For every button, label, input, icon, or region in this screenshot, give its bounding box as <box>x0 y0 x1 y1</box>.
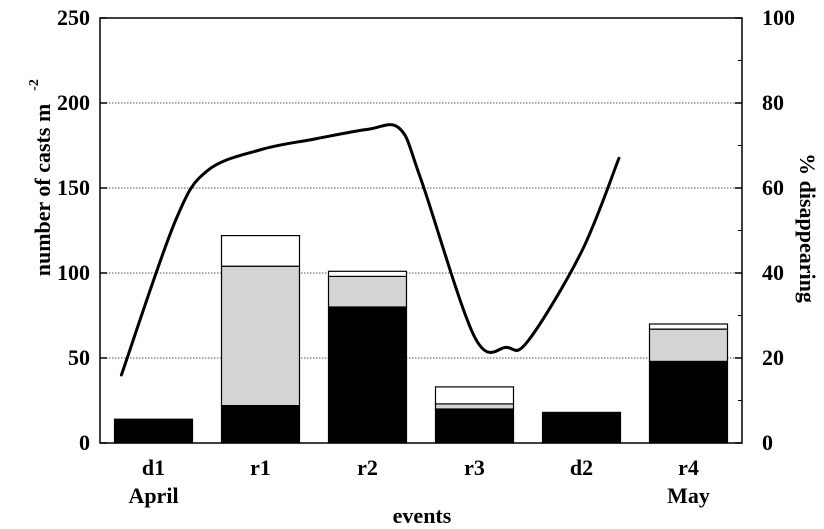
bar-segment-r3-2 <box>434 403 515 410</box>
x-tick-label: r3 <box>464 455 485 480</box>
y-tick-label: 50 <box>68 345 90 370</box>
x-tick-label: r2 <box>357 455 378 480</box>
x-tick-sublabel: May <box>667 483 710 508</box>
x-tick-label: d2 <box>570 455 593 480</box>
y2-tick-label: 80 <box>762 90 784 115</box>
ticks <box>100 17 742 444</box>
x-tick-label: r4 <box>678 455 699 480</box>
bar-segment-r1-3 <box>220 235 301 267</box>
y2-tick-label: 20 <box>762 345 784 370</box>
y-tick-label: 0 <box>79 430 90 455</box>
y-axis-title-superscript: -2 <box>27 79 42 91</box>
tick-labels: 0 50 100 150 200 250 0 20 40 60 80 100 d1 April r1 r2 r3… <box>57 5 795 508</box>
bar-segment-r2-2 <box>327 275 408 308</box>
y2-axis-title-group: % disappearing <box>795 153 820 303</box>
y-tick-label: 150 <box>57 175 90 200</box>
bar-segment-r4-3 <box>648 323 729 330</box>
bar-segment-r2-1 <box>327 306 408 444</box>
y-axis-title: number of casts m <box>30 104 55 277</box>
disappearing-line <box>119 123 621 377</box>
x-tick-label: d1 <box>142 455 165 480</box>
gridlines <box>100 102 742 359</box>
bars <box>113 235 729 444</box>
bar-segment-r1-2 <box>220 265 301 407</box>
plot-frame <box>99 17 743 444</box>
y-tick-label: 200 <box>57 90 90 115</box>
x-tick-label: r1 <box>250 455 271 480</box>
y-tick-label: 100 <box>57 260 90 285</box>
y2-tick-label: 0 <box>762 430 773 455</box>
disappearing-line-path <box>119 123 621 377</box>
bar-segment-r2-3 <box>327 270 408 277</box>
bar-segment-r4-1 <box>648 360 729 444</box>
bar-segment-r4-2 <box>648 328 729 363</box>
y-tick-label: 250 <box>57 5 90 30</box>
y2-axis-title: % disappearing <box>795 153 820 303</box>
bar-segment-r3-3 <box>434 386 515 405</box>
y2-tick-label: 40 <box>762 260 784 285</box>
y2-tick-label: 100 <box>762 5 795 30</box>
x-tick-sublabel: April <box>128 483 178 508</box>
x-axis-title: events <box>393 503 452 528</box>
y-axis-title-group: number of casts m -2 <box>27 79 55 276</box>
y2-tick-label: 60 <box>762 175 784 200</box>
